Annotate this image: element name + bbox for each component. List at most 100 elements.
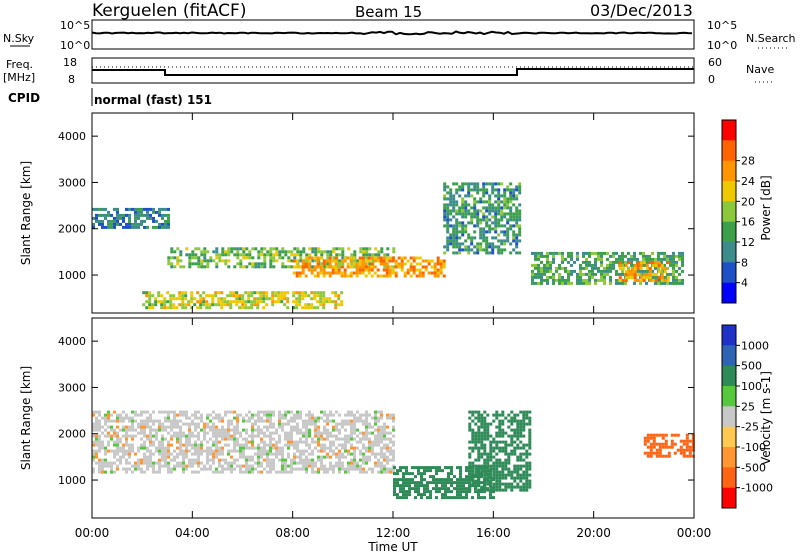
data-cell [537,281,540,285]
data-cell [301,262,305,266]
data-cell [128,434,131,438]
data-cell [146,458,149,462]
data-cell [119,458,122,462]
data-cell [516,425,520,429]
data-cell [470,215,474,219]
data-cell [588,260,591,264]
data-cell [561,251,564,255]
data-cell [500,230,504,234]
data-cell [299,449,302,453]
data-cell [269,416,272,420]
data-cell [155,431,158,435]
data-cell [206,413,209,417]
data-cell [515,215,519,219]
data-cell [320,467,323,471]
data-cell [483,452,487,456]
data-cell [468,464,472,468]
data-cell [152,434,155,438]
data-cell [173,467,176,471]
data-cell [549,263,552,267]
data-cell [256,303,260,307]
data-cell [170,422,173,426]
data-cell [377,425,380,429]
data-cell [458,230,462,234]
data-cell [146,410,149,414]
data-cell [167,440,170,444]
data-cell [615,260,618,264]
data-cell [218,428,221,432]
data-cell [277,294,281,298]
data-cell [591,269,594,273]
data-cell [191,262,195,266]
data-cell [350,419,353,423]
data-cell [328,297,332,301]
data-cell [326,467,329,471]
data-cell [181,294,185,298]
data-cell [206,250,210,254]
data-cell [642,254,645,258]
data-cell [292,271,296,275]
data-cell [230,419,233,423]
data-cell [666,272,669,276]
data-cell [194,256,198,260]
data-cell [161,443,164,447]
data-cell [504,449,508,453]
data-cell [149,434,152,438]
data-cell [182,410,185,414]
data-cell [317,437,320,441]
data-cell [417,490,420,494]
data-cell [167,467,170,471]
data-cell [409,274,413,278]
data-cell [512,212,516,216]
data-cell [477,440,481,444]
data-cell [157,300,161,304]
data-cell [412,268,416,272]
data-cell [244,303,248,307]
data-cell [356,428,359,432]
data-cell [482,200,486,204]
data-cell [471,419,475,423]
data-cell [164,419,167,423]
data-cell [107,434,110,438]
data-cell [146,216,149,220]
data-cell [158,422,161,426]
data-cell [218,440,221,444]
data-cell [495,434,499,438]
data-cell [582,254,585,258]
data-cell [642,263,645,267]
data-cell [170,443,173,447]
data-cell [660,257,663,261]
data-cell [332,464,335,468]
data-cell [269,470,272,474]
data-cell [393,484,396,488]
data-cell [642,273,646,277]
data-cell [194,458,197,462]
data-cell [558,275,561,279]
data-cell [104,434,107,438]
data-cell [155,219,158,223]
data-cell [284,434,287,438]
data-cell [257,262,261,266]
data-cell [492,437,496,441]
data-cell [202,297,206,301]
data-cell [537,266,540,270]
data-cell [238,297,242,301]
data-cell [329,434,332,438]
data-cell [245,413,248,417]
data-cell [143,225,146,229]
data-cell [438,478,441,482]
data-cell [113,443,116,447]
data-cell [142,303,146,307]
data-cell [230,428,233,432]
data-cell [516,470,520,474]
data-cell [540,275,543,279]
data-cell [170,434,173,438]
data-cell [488,227,492,231]
data-cell [350,458,353,462]
data-cell [167,410,170,414]
data-cell [254,247,258,251]
data-cell [648,261,652,265]
data-cell [290,425,293,429]
data-cell [188,437,191,441]
data-cell [272,452,275,456]
